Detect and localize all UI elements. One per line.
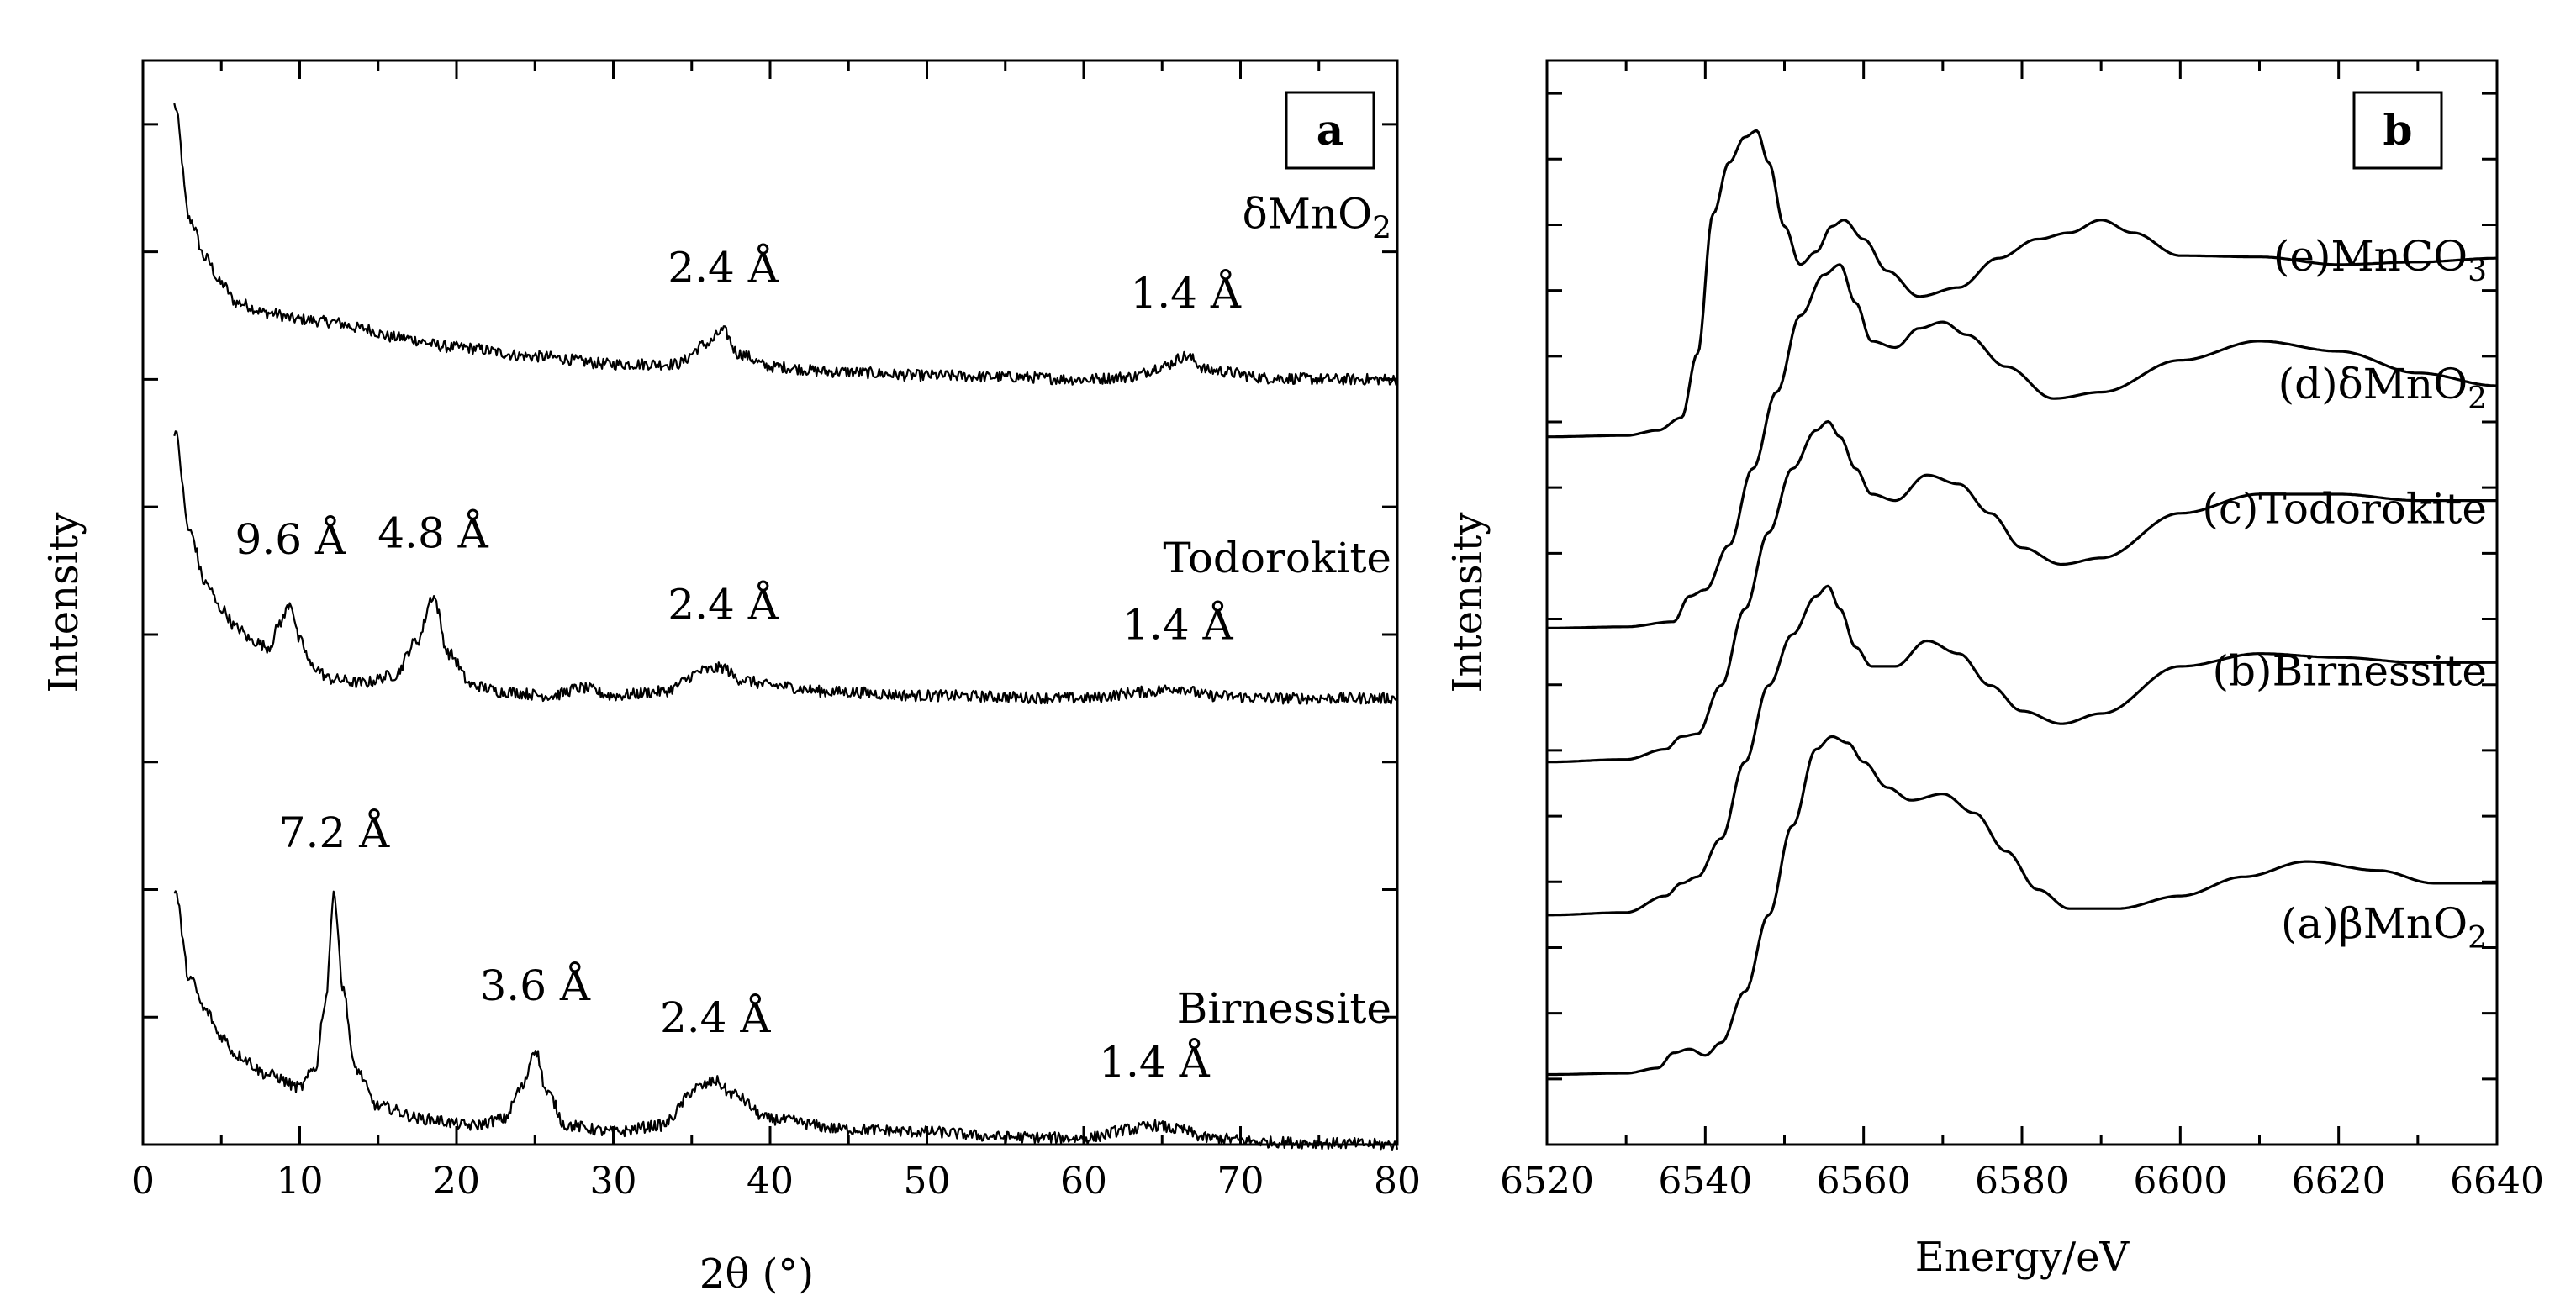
x-tick-label: 50 <box>904 1160 951 1203</box>
x-tick-label: 40 <box>747 1160 794 1203</box>
panel-a: 0 10 20 30 40 50 60 70 80 δMnO2 2.4 Å 1.4 Å Todorok… <box>40 59 1421 1298</box>
peak-label: 2.4 Å <box>668 579 779 629</box>
series-label-main: Birnessite <box>1177 984 1391 1033</box>
panel-b-y-axis-title: Intensity <box>1444 513 1491 693</box>
panel-b-ticks: 6520 6540 6560 6580 6600 6620 6640 <box>1500 61 2544 1203</box>
panel-a-ticks: 0 10 20 30 40 50 60 70 80 <box>131 61 1421 1203</box>
peak-label: 2.4 Å <box>668 243 779 292</box>
peak-label: 4.8 Å <box>377 508 488 557</box>
x-tick-label: 6640 <box>2450 1160 2544 1203</box>
x-tick-label: 80 <box>1374 1160 1421 1203</box>
series-line-1 <box>1547 263 2497 629</box>
series-label-main: (d)δMnO <box>2278 360 2468 408</box>
panel-b-tag: b <box>2383 105 2413 155</box>
panel-a-y-axis-title: Intensity <box>40 513 87 693</box>
panel-a-tag: a <box>1317 105 1343 155</box>
panel-b-series <box>1547 129 2497 1077</box>
series-label-subscript: 2 <box>1372 211 1391 245</box>
x-tick-label: 60 <box>1060 1160 1107 1203</box>
x-tick-label: 20 <box>433 1160 480 1203</box>
series-label: (e)MnCO3 <box>2273 232 2487 288</box>
panel-a-x-axis-title: 2θ (°) <box>699 1251 814 1298</box>
x-tick-label: 6520 <box>1500 1160 1594 1203</box>
panel-b-plot-frame <box>1545 59 2499 1146</box>
peak-label: 1.4 Å <box>1130 268 1241 318</box>
series-label-subscript: 2 <box>2468 382 2487 416</box>
panel-b: 6520 6540 6560 6580 6600 6620 6640 (e)MnCO3 (d)… <box>1444 59 2544 1281</box>
x-tick-label: 6620 <box>2292 1160 2386 1203</box>
panel-a-labels: δMnO2 2.4 Å 1.4 Å Todorokite 9.6 Å 4.8 Å 2.4 Å… <box>235 189 1391 1087</box>
peak-label: 1.4 Å <box>1122 600 1233 650</box>
series-label-main: (a)βMnO <box>2281 899 2468 948</box>
panel-a-tag-box <box>1285 91 1375 170</box>
series-label: (c)Todorokite <box>2202 485 2487 534</box>
peak-label: 7.2 Å <box>279 808 390 857</box>
peak-label: 9.6 Å <box>235 514 346 564</box>
series-label-subscript: 2 <box>2468 921 2487 956</box>
series-label: (d)δMnO2 <box>2278 360 2487 416</box>
x-tick-label: 6560 <box>1817 1160 1911 1203</box>
series-line-0 <box>173 103 1399 386</box>
peak-label: 2.4 Å <box>660 993 771 1042</box>
series-line-2 <box>173 890 1399 1151</box>
series-label: δMnO2 <box>1243 189 1391 245</box>
series-label-main: (c)Todorokite <box>2202 485 2487 534</box>
x-tick-label: 0 <box>131 1160 155 1203</box>
series-label: Todorokite <box>1163 534 1391 582</box>
series-line-1 <box>173 430 1399 705</box>
panel-b-x-axis-title: Energy/eV <box>1915 1234 2130 1281</box>
x-tick-label: 6600 <box>2133 1160 2227 1203</box>
series-label: (b)Birnessite <box>2213 646 2487 695</box>
series-line-0 <box>1547 129 2497 439</box>
x-tick-label: 30 <box>590 1160 637 1203</box>
series-line-2 <box>1547 419 2497 764</box>
peak-label: 1.4 Å <box>1099 1037 1210 1087</box>
x-tick-label: 6580 <box>1975 1160 2069 1203</box>
series-label-main: (b)Birnessite <box>2213 646 2487 695</box>
series-line-4 <box>1547 735 2497 1077</box>
panel-b-labels: (e)MnCO3(d)δMnO2(c)Todorokite(b)Birnessi… <box>2202 232 2487 956</box>
series-label-main: Todorokite <box>1163 534 1391 582</box>
series-label-main: δMnO <box>1243 189 1373 238</box>
series-label-subscript: 3 <box>2468 254 2487 288</box>
x-tick-label: 70 <box>1217 1160 1264 1203</box>
series-label: Birnessite <box>1177 984 1391 1033</box>
x-tick-label: 10 <box>277 1160 324 1203</box>
peak-label: 3.6 Å <box>479 961 590 1010</box>
series-label-main: (e)MnCO <box>2273 232 2468 281</box>
panel-b-tag-box <box>2352 91 2443 170</box>
panel-a-series <box>173 103 1399 1151</box>
series-label: (a)βMnO2 <box>2281 899 2487 956</box>
x-tick-label: 6540 <box>1658 1160 1752 1203</box>
series-line-3 <box>1547 584 2497 917</box>
